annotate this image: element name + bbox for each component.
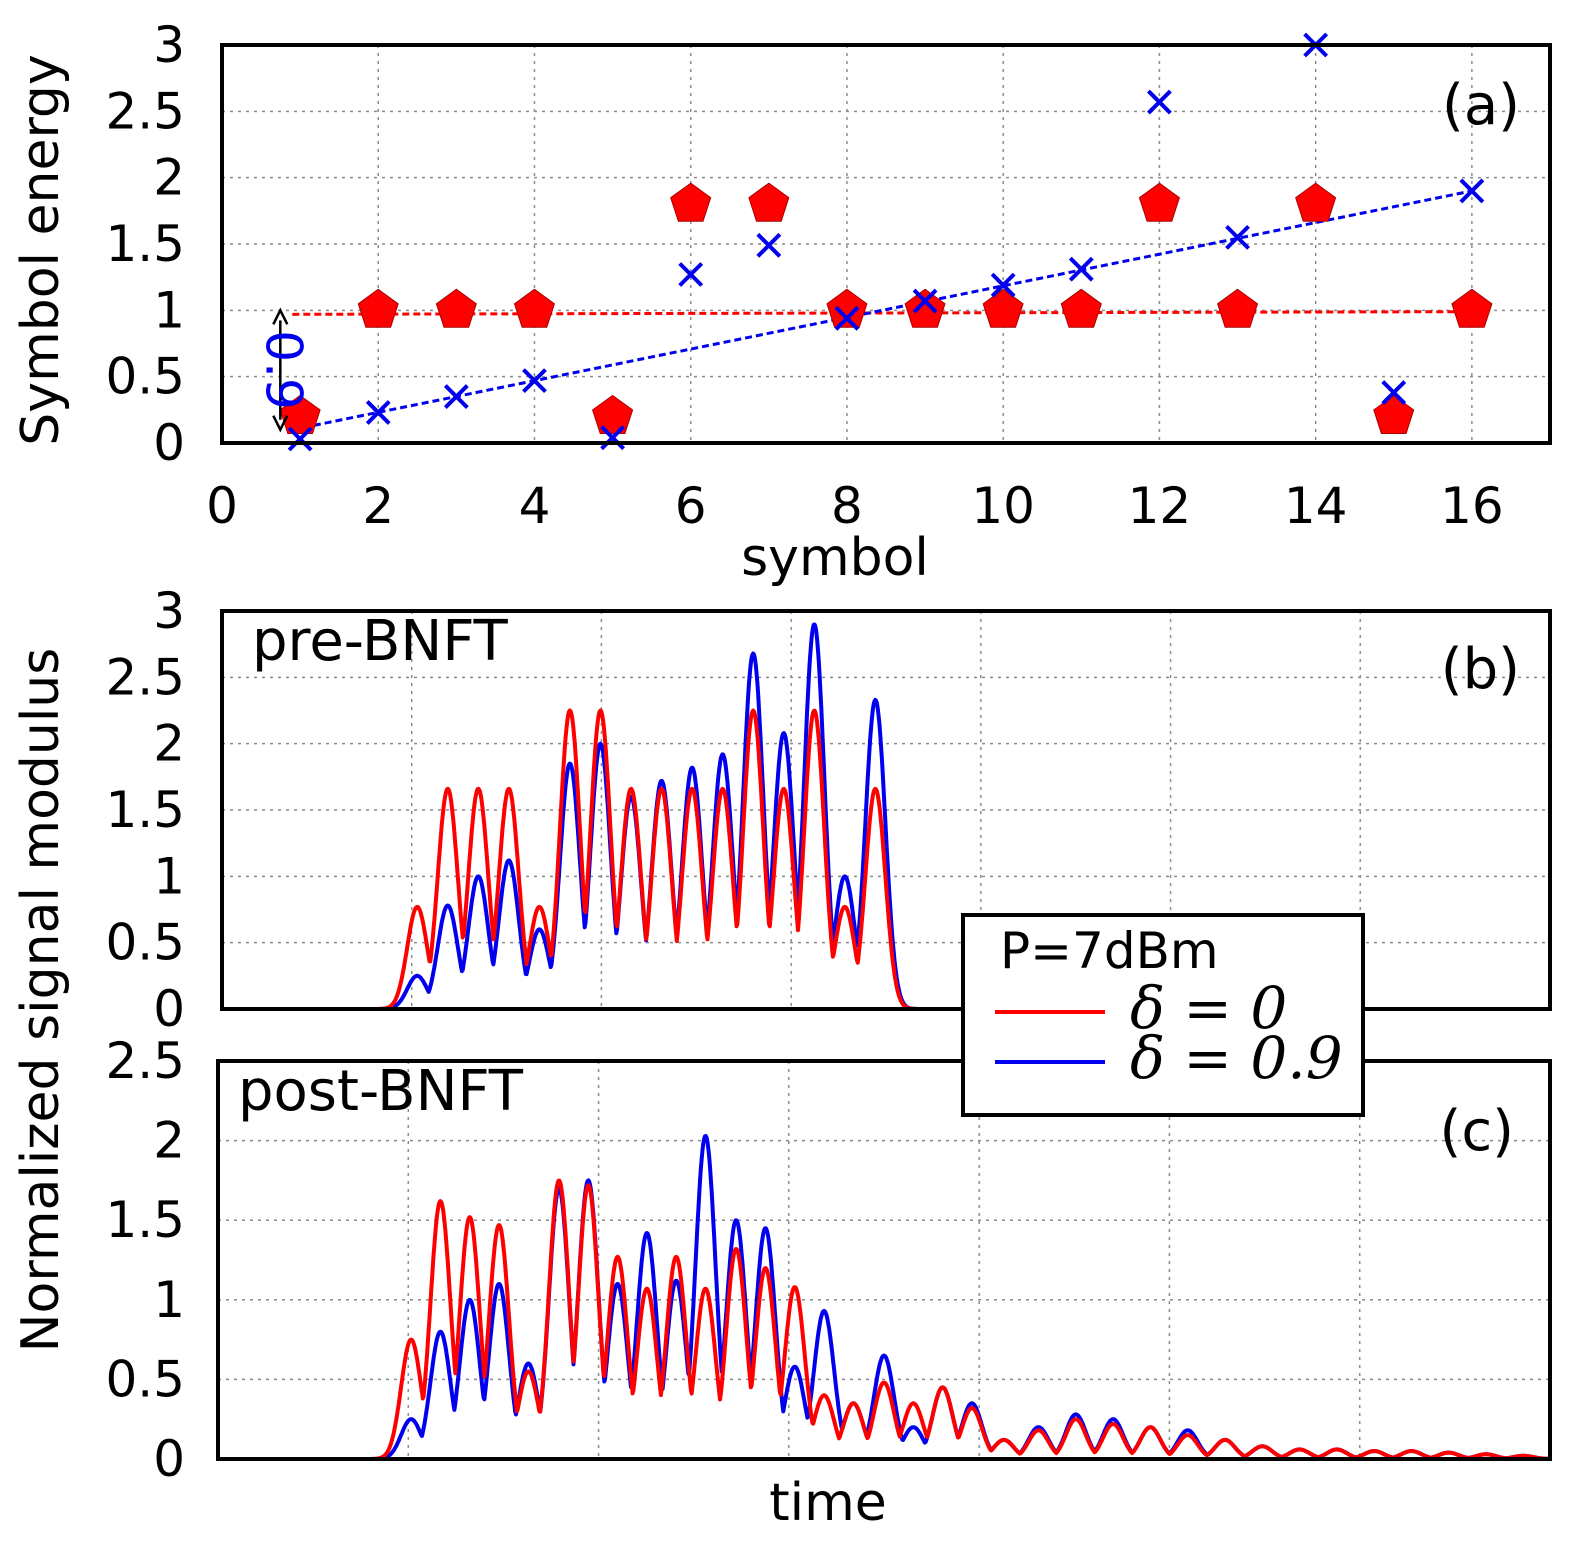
pentagon-marker bbox=[670, 182, 712, 222]
panel-a-label: (a) bbox=[1442, 73, 1520, 138]
pentagon-marker bbox=[1295, 182, 1337, 222]
cross-marker bbox=[678, 262, 704, 287]
cross-marker bbox=[522, 368, 547, 394]
y-tick-label: 0.5 bbox=[105, 914, 185, 972]
x-tick-label: 0 bbox=[206, 477, 238, 535]
x-tick-label: 6 bbox=[675, 477, 707, 535]
panel-a-frame bbox=[220, 43, 1552, 445]
pentagon-marker bbox=[357, 288, 399, 328]
y-tick-label: 2 bbox=[153, 715, 185, 773]
y-tick-label: 1.5 bbox=[105, 781, 185, 839]
panel-a-markers bbox=[279, 32, 1493, 452]
x-tick-label: 8 bbox=[831, 477, 863, 535]
x-tick-label: 2 bbox=[362, 477, 394, 535]
y-tick-label: 2.5 bbox=[105, 82, 185, 140]
panel-a-xlabel: symbol bbox=[741, 528, 929, 588]
panel-b-tick-labels: 0 0.5 1 1.5 2 2.5 3 bbox=[105, 582, 185, 1038]
pentagon-marker bbox=[748, 182, 790, 222]
cross-marker bbox=[756, 232, 782, 258]
pentagon-marker bbox=[513, 288, 555, 328]
cross-marker bbox=[834, 305, 860, 331]
pentagon-marker bbox=[982, 288, 1024, 328]
pentagon-marker bbox=[1138, 182, 1180, 222]
y-tick-label: 2.5 bbox=[105, 648, 185, 706]
y-tick-label: 1 bbox=[153, 281, 185, 339]
legend-label-delta-0: δ = 0 bbox=[1130, 974, 1287, 1042]
x-tick-label: 12 bbox=[1128, 477, 1192, 535]
y-tick-label: 1 bbox=[153, 1271, 185, 1329]
cross-marker bbox=[365, 400, 391, 425]
panel-c-tick-labels: 0 0.5 1 1.5 2 2.5 bbox=[105, 1032, 185, 1488]
x-tick-label: 14 bbox=[1284, 477, 1348, 535]
pentagon-marker bbox=[826, 288, 868, 328]
y-tick-label: 0 bbox=[153, 1430, 185, 1488]
pentagon-marker bbox=[1373, 394, 1415, 434]
series-line-red bbox=[216, 1178, 1552, 1461]
cross-marker bbox=[600, 425, 626, 451]
legend-label-delta-09: δ = 0.9 bbox=[1130, 1024, 1343, 1092]
panel-a-annotation: 0.9 bbox=[254, 307, 312, 433]
panel-a: 0 2 4 6 8 10 12 14 16 0 0.5 1 1.5 2 2.5 3 (a) symbol Sy… bbox=[11, 16, 1552, 588]
legend-box bbox=[961, 913, 1365, 1117]
panel-a-fit-lines bbox=[292, 189, 1473, 432]
panel-b-frame bbox=[220, 609, 1552, 1011]
annotation-label: 0.9 bbox=[254, 330, 312, 410]
y-tick-label: 0 bbox=[153, 414, 185, 472]
panel-a-grid bbox=[222, 45, 1550, 443]
cross-marker bbox=[1459, 178, 1485, 204]
panel-c: 0 0.5 1 1.5 2 2.5 (c) post-BNFT time bbox=[105, 1032, 1552, 1533]
cross-marker bbox=[912, 288, 938, 314]
pentagon-marker bbox=[279, 394, 321, 434]
cross-marker bbox=[1146, 89, 1172, 115]
x-tick-label: 4 bbox=[519, 477, 551, 535]
annotation-arrowhead-top bbox=[272, 307, 289, 325]
shared-ylabel: Normalized signal modulus bbox=[11, 648, 71, 1353]
panel-a-tick-labels: 0 2 4 6 8 10 12 14 16 0 0.5 1 1.5 2 2.5 3 bbox=[105, 16, 1503, 535]
panel-b-title: pre-BNFT bbox=[252, 609, 509, 674]
panel-c-grid bbox=[218, 1061, 1550, 1459]
pentagon-marker bbox=[904, 288, 946, 328]
cross-marker bbox=[1381, 380, 1407, 406]
panel-c-frame bbox=[216, 1059, 1552, 1461]
series-line-blue bbox=[216, 1134, 1552, 1461]
panel-c-series bbox=[216, 1134, 1552, 1461]
pentagon-marker bbox=[1217, 288, 1259, 328]
legend: P=7dBm δ = 0 δ = 0.9 bbox=[961, 913, 1365, 1117]
cross-marker bbox=[1225, 224, 1250, 250]
y-tick-label: 3 bbox=[153, 582, 185, 640]
panel-c-title: post-BNFT bbox=[238, 1059, 524, 1124]
y-tick-label: 0.5 bbox=[105, 348, 185, 406]
cross-marker bbox=[990, 272, 1016, 298]
pentagon-marker bbox=[592, 394, 634, 434]
fit-line-blue bbox=[292, 189, 1473, 432]
pentagon-marker bbox=[1060, 288, 1102, 328]
y-tick-label: 0 bbox=[153, 980, 185, 1038]
y-tick-label: 1.5 bbox=[105, 1191, 185, 1249]
y-tick-label: 1.5 bbox=[105, 215, 185, 273]
cross-marker bbox=[287, 426, 313, 452]
legend-title: P=7dBm bbox=[1000, 922, 1219, 980]
y-tick-label: 2.5 bbox=[105, 1032, 185, 1090]
pentagon-marker bbox=[435, 288, 477, 328]
cross-marker bbox=[443, 384, 469, 409]
fit-line-red bbox=[292, 310, 1472, 316]
panel-c-label: (c) bbox=[1440, 1099, 1514, 1164]
x-tick-label: 16 bbox=[1440, 477, 1504, 535]
y-tick-label: 0.5 bbox=[105, 1350, 185, 1408]
panel-c-xlabel: time bbox=[769, 1473, 886, 1533]
x-tick-label: 10 bbox=[971, 477, 1035, 535]
panel-a-ylabel: Symbol energy bbox=[11, 54, 71, 445]
cross-marker bbox=[1068, 256, 1094, 282]
annotation-arrowhead-bottom bbox=[272, 415, 289, 433]
y-tick-label: 1 bbox=[153, 847, 185, 905]
y-tick-label: 3 bbox=[153, 16, 185, 74]
pentagon-marker bbox=[1451, 288, 1493, 328]
y-tick-label: 2 bbox=[153, 149, 185, 207]
y-tick-label: 2 bbox=[153, 1112, 185, 1170]
panel-b-label: (b) bbox=[1441, 637, 1520, 702]
